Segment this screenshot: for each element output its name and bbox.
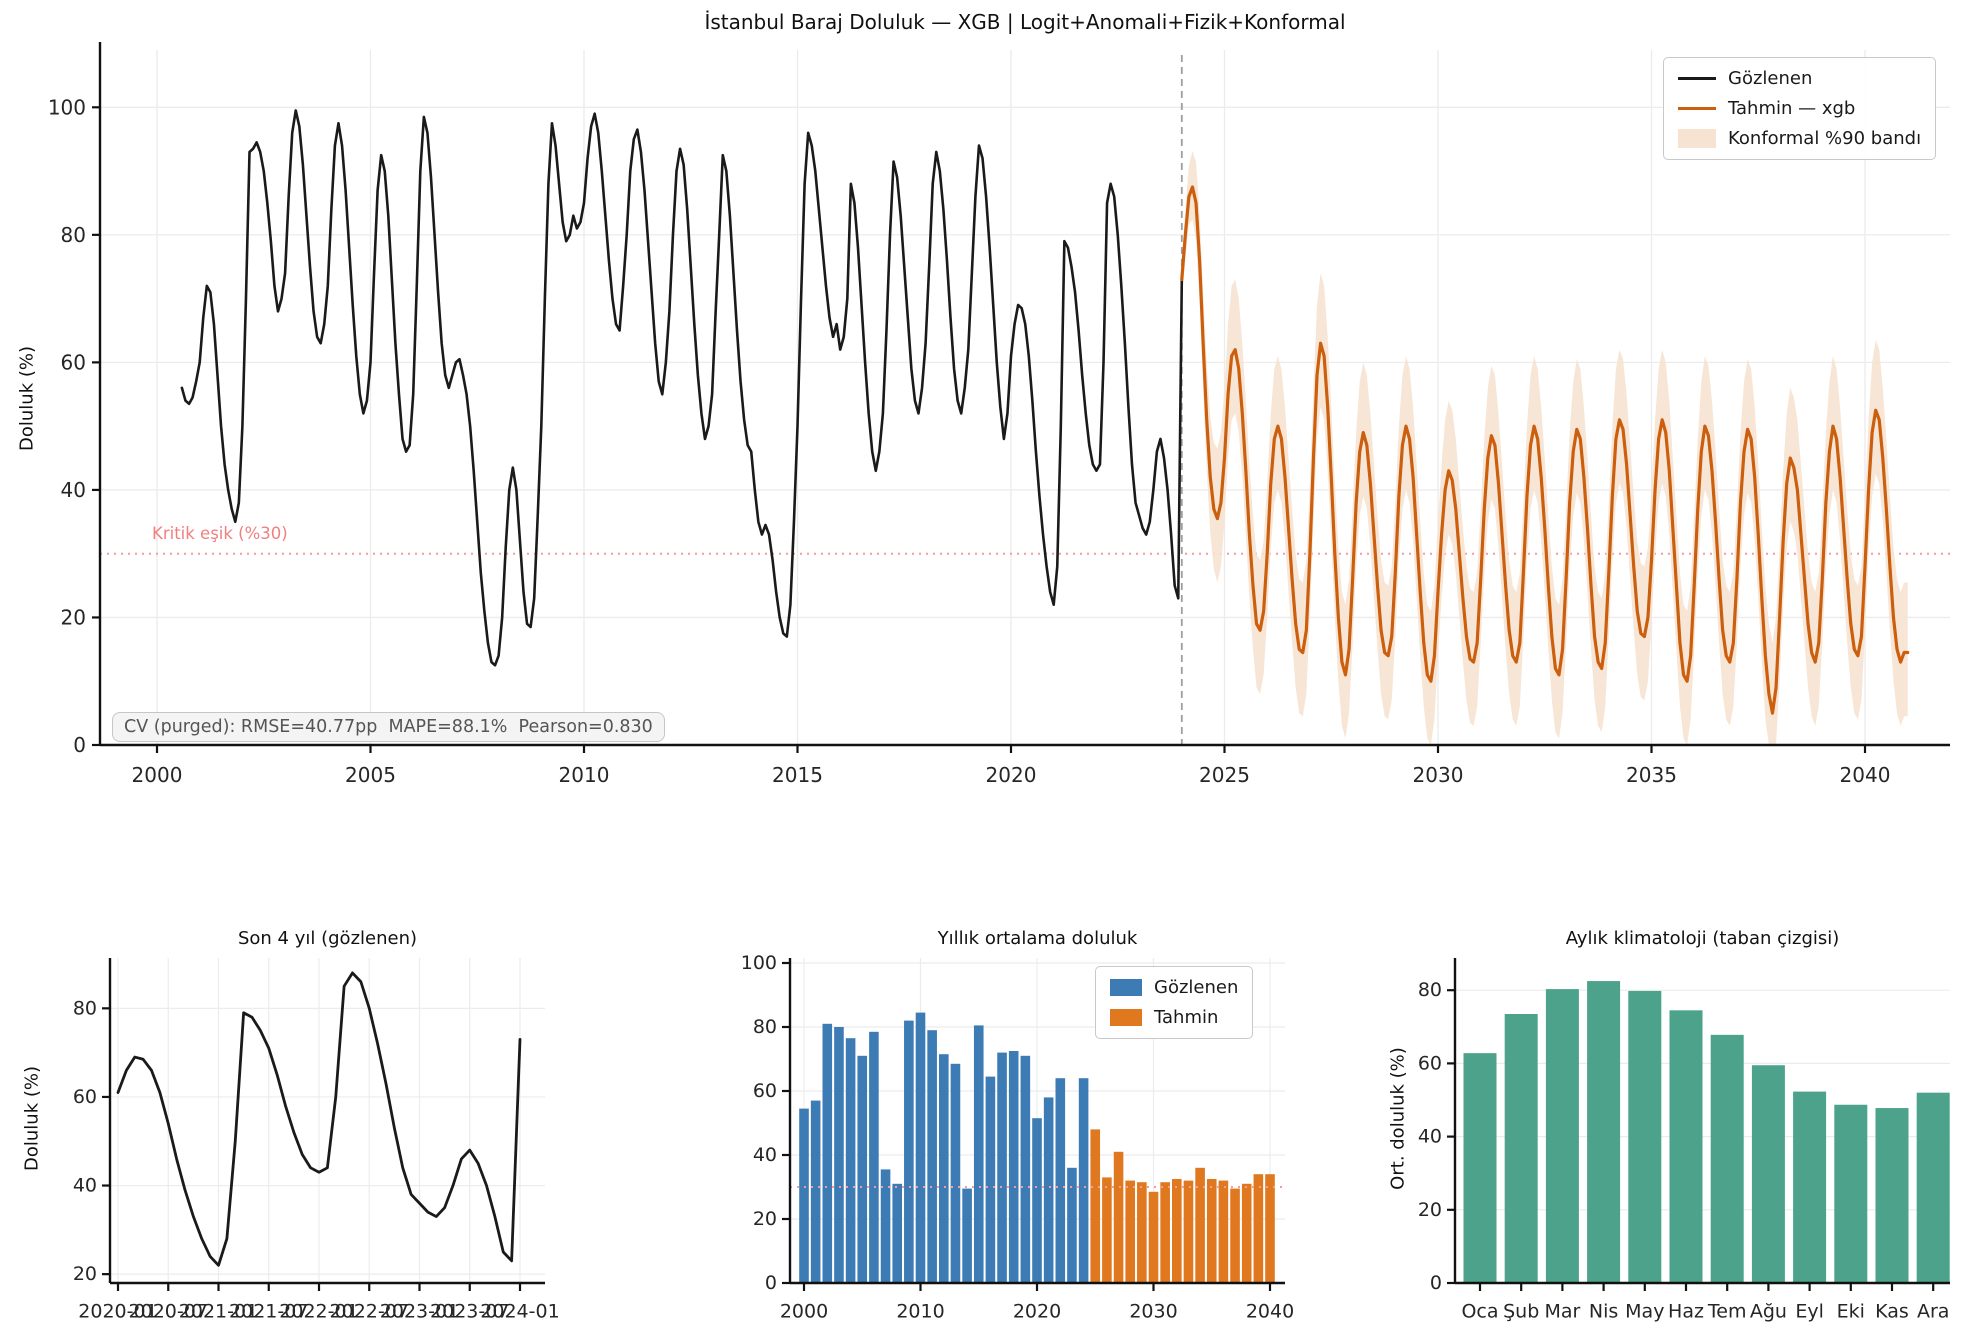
legend-item-observed: Gözlenen [1678, 68, 1921, 89]
svg-text:2000: 2000 [780, 1301, 828, 1323]
svg-text:60: 60 [61, 350, 86, 374]
svg-text:2024-01: 2024-01 [480, 1301, 559, 1323]
climatology-chart: Oca Şub Mar Nis May Haz Tem Ağu Eyl Eki Kas Ara 0 20 4… [1418, 958, 1950, 1323]
last4y-title: Son 4 yıl (gözlenen) [237, 928, 417, 949]
svg-text:Tem: Tem [1707, 1301, 1747, 1323]
svg-text:0: 0 [73, 733, 86, 757]
svg-text:20: 20 [753, 1208, 777, 1230]
legend-item-band: Konformal %90 bandı [1678, 128, 1921, 149]
band-patch-swatch [1678, 129, 1716, 148]
svg-text:20: 20 [1418, 1199, 1442, 1221]
svg-text:2023-01: 2023-01 [380, 1301, 459, 1323]
svg-text:Mar: Mar [1544, 1301, 1580, 1323]
svg-text:100: 100 [48, 95, 86, 119]
svg-text:60: 60 [753, 1080, 777, 1102]
svg-text:Kas: Kas [1875, 1301, 1909, 1323]
svg-text:100: 100 [741, 952, 777, 974]
svg-text:60: 60 [1418, 1052, 1442, 1074]
legend-label: Konformal %90 bandı [1728, 128, 1922, 149]
forecast-bar-swatch [1110, 1009, 1142, 1026]
annual-legend: Gözlenen Tahmin [1095, 966, 1254, 1039]
legend-item-forecast-bars: Tahmin [1110, 1007, 1238, 1028]
main-chart: 2000 2005 2010 2015 2020 2025 2030 2035 20400204… [48, 42, 1950, 787]
svg-text:80: 80 [61, 223, 86, 247]
svg-text:40: 40 [73, 1175, 97, 1197]
svg-text:2040: 2040 [1840, 763, 1891, 787]
svg-text:2020-01: 2020-01 [78, 1301, 157, 1323]
svg-text:2010: 2010 [896, 1301, 944, 1323]
svg-text:2022-01: 2022-01 [279, 1301, 358, 1323]
svg-text:Nis: Nis [1589, 1301, 1618, 1323]
annual-mean-title: Yıllık ortalama doluluk [937, 928, 1138, 949]
svg-text:Eki: Eki [1837, 1301, 1865, 1323]
svg-text:20: 20 [61, 605, 86, 629]
svg-text:80: 80 [1418, 979, 1442, 1001]
svg-text:Haz: Haz [1668, 1301, 1704, 1323]
svg-text:20: 20 [73, 1263, 97, 1285]
svg-text:40: 40 [61, 478, 86, 502]
svg-text:Şub: Şub [1503, 1301, 1539, 1323]
svg-text:2010: 2010 [559, 763, 610, 787]
main-y-axis-label: Doluluk (%) [16, 346, 38, 451]
climatology-title: Aylık klimatoloji (taban çizgisi) [1565, 928, 1840, 949]
svg-text:2040: 2040 [1246, 1301, 1294, 1323]
svg-text:2021-07: 2021-07 [229, 1301, 308, 1323]
legend-label: Gözlenen [1728, 68, 1813, 89]
main-chart-title: İstanbul Baraj Doluluk — XGB | Logit+Ano… [704, 10, 1346, 34]
svg-text:60: 60 [73, 1086, 97, 1108]
svg-text:40: 40 [753, 1144, 777, 1166]
legend-label: Gözlenen [1154, 977, 1239, 998]
svg-text:2020: 2020 [1013, 1301, 1061, 1323]
svg-text:Ara: Ara [1917, 1301, 1949, 1323]
svg-text:Eyl: Eyl [1795, 1301, 1824, 1323]
svg-text:2015: 2015 [772, 763, 823, 787]
svg-text:40: 40 [1418, 1126, 1442, 1148]
svg-text:2035: 2035 [1626, 763, 1677, 787]
legend-label: Tahmin — xgb [1728, 98, 1856, 119]
observed-bar-swatch [1110, 979, 1142, 996]
svg-text:May: May [1625, 1301, 1664, 1323]
svg-text:2023-07: 2023-07 [430, 1301, 509, 1323]
last4y-y-axis-label: Doluluk (%) [21, 1066, 43, 1171]
svg-text:0: 0 [1430, 1272, 1442, 1294]
legend-label: Tahmin [1154, 1007, 1219, 1028]
svg-text:2020-07: 2020-07 [129, 1301, 208, 1323]
forecast-line-swatch [1678, 107, 1716, 110]
cv-stats-box: CV (purged): RMSE=40.77pp MAPE=88.1% Pea… [112, 712, 665, 742]
svg-text:2030: 2030 [1413, 763, 1464, 787]
main-legend: Gözlenen Tahmin — xgb Konformal %90 band… [1663, 57, 1937, 160]
svg-text:2025: 2025 [1199, 763, 1250, 787]
svg-text:Ağu: Ağu [1750, 1301, 1787, 1323]
observed-line-swatch [1678, 77, 1716, 80]
svg-text:2021-01: 2021-01 [179, 1301, 258, 1323]
svg-text:2020: 2020 [986, 763, 1037, 787]
svg-text:80: 80 [73, 997, 97, 1019]
svg-text:80: 80 [753, 1016, 777, 1038]
legend-item-observed-bars: Gözlenen [1110, 977, 1238, 998]
legend-item-forecast: Tahmin — xgb [1678, 98, 1921, 119]
svg-text:0: 0 [765, 1272, 777, 1294]
climatology-y-axis-label: Ort. doluluk (%) [1387, 1047, 1409, 1190]
svg-text:2022-07: 2022-07 [330, 1301, 409, 1323]
svg-text:2005: 2005 [345, 763, 396, 787]
svg-text:Oca: Oca [1461, 1301, 1498, 1323]
critical-threshold-label: Kritik eşik (%30) [152, 524, 288, 543]
last4y-chart: 2020-012020-072021-012021-072022-012022-… [73, 958, 560, 1323]
svg-text:2000: 2000 [132, 763, 183, 787]
svg-text:2030: 2030 [1129, 1301, 1177, 1323]
